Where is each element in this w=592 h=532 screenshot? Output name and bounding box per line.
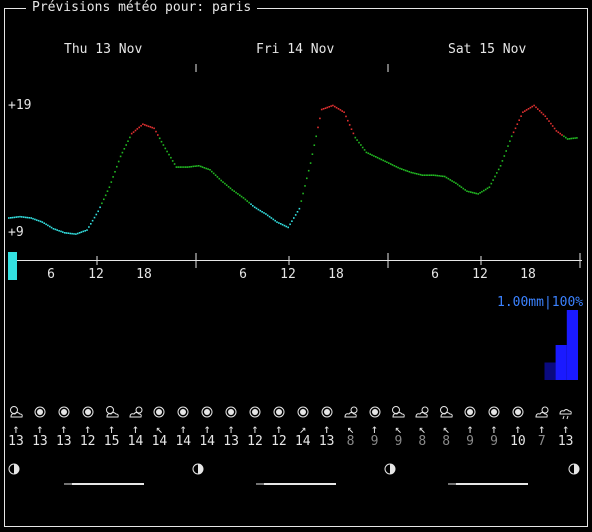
sun-icon bbox=[273, 406, 285, 418]
hour-label: 12 bbox=[88, 267, 104, 282]
hour-label: 12 bbox=[280, 267, 296, 282]
sun-icon bbox=[82, 406, 94, 418]
wind-arrow-icon: ↑ bbox=[36, 422, 44, 436]
cloud-sun-icon bbox=[128, 406, 142, 418]
wind-arrow-icon: ↑ bbox=[179, 422, 187, 436]
hour-label: 18 bbox=[136, 267, 152, 282]
wind-arrow-icon: ↑ bbox=[466, 422, 474, 436]
partly-cloudy-icon bbox=[392, 406, 406, 418]
temp-min-label: +9 bbox=[8, 225, 24, 240]
wind-arrow-icon: ↑ bbox=[370, 422, 379, 436]
partly-cloudy-icon bbox=[10, 406, 23, 418]
wind-speed: 14 bbox=[151, 434, 168, 449]
sun-icon bbox=[58, 406, 70, 418]
wind-arrow-icon: ↑ bbox=[323, 422, 331, 436]
wind-arrow-icon: ↑ bbox=[251, 422, 259, 436]
wind-arrow-icon: ↖ bbox=[155, 422, 163, 436]
wind-arrow-icon: ↑ bbox=[84, 422, 92, 436]
sun-icon bbox=[249, 406, 261, 418]
wind-speed: 13 bbox=[32, 434, 48, 449]
wind-arrow-icon: ↑ bbox=[275, 422, 283, 436]
wind-arrow-icon: ↑ bbox=[514, 422, 522, 436]
wind-arrow-icon: ↑ bbox=[107, 422, 116, 436]
wind-arrow-icon: ↖ bbox=[418, 422, 426, 436]
wind-speed: 7 bbox=[537, 434, 546, 449]
day-label-2: Fri 14 Nov bbox=[256, 42, 335, 57]
wind-speed: 8 bbox=[442, 434, 451, 449]
hour-label: 6 bbox=[431, 267, 439, 282]
wind-speed: 9 bbox=[490, 434, 498, 449]
wind-speed: 9 bbox=[370, 434, 379, 449]
wind-speed: 13 bbox=[318, 434, 335, 449]
hour-label: 18 bbox=[328, 267, 344, 282]
wind-arrow-icon: ↑ bbox=[538, 422, 546, 436]
hour-label: 6 bbox=[239, 267, 247, 282]
wind-speed: 14 bbox=[294, 434, 311, 449]
now-marker bbox=[8, 252, 17, 280]
hour-label: 12 bbox=[472, 267, 488, 282]
precip-label: 1.00mm|100% bbox=[497, 295, 584, 310]
partly-cloudy-icon bbox=[440, 406, 453, 418]
cloud-sun-icon bbox=[344, 406, 358, 418]
wind-arrow-icon: ↑ bbox=[203, 422, 211, 436]
wind-speed: 9 bbox=[466, 434, 474, 449]
wind-arrow-icon: ↑ bbox=[131, 422, 140, 436]
wind-speed: 13 bbox=[557, 434, 574, 449]
sun-icon bbox=[369, 406, 380, 418]
wind-speed: 14 bbox=[127, 434, 144, 449]
sun-icon bbox=[225, 406, 237, 418]
wind-arrow-icon: ↖ bbox=[442, 422, 450, 436]
sun-icon bbox=[512, 406, 524, 418]
moon-first-quarter-icon bbox=[192, 463, 204, 475]
sun-icon bbox=[177, 406, 189, 418]
hour-label: 18 bbox=[520, 267, 536, 282]
sun-icon bbox=[153, 406, 165, 418]
wind-arrow-icon: ↖ bbox=[346, 422, 355, 436]
wind-speed: 13 bbox=[55, 434, 72, 449]
cloud-sun-icon bbox=[535, 406, 549, 418]
sun-icon bbox=[464, 406, 476, 418]
wind-speed: 13 bbox=[223, 434, 239, 449]
wind-speed: 12 bbox=[271, 434, 287, 449]
sun-icon bbox=[488, 406, 500, 418]
wind-arrow-icon: ↑ bbox=[490, 422, 498, 436]
wind-speed: 14 bbox=[199, 434, 216, 449]
sun-icon bbox=[297, 406, 309, 418]
wind-arrow-icon: ↖ bbox=[394, 422, 402, 436]
sun-icon bbox=[201, 406, 213, 418]
wind-arrow-icon: ↑ bbox=[227, 422, 235, 436]
moon-first-quarter-icon bbox=[8, 463, 20, 475]
cloud-sun-icon bbox=[415, 406, 429, 418]
wind-speed: 14 bbox=[175, 434, 192, 449]
temp-max-label: +19 bbox=[8, 98, 32, 113]
wind-speed: 12 bbox=[247, 434, 263, 449]
hour-label: 6 bbox=[47, 267, 55, 282]
window-title: Prévisions météo pour: paris bbox=[26, 0, 258, 16]
wind-arrow-icon: ↑ bbox=[60, 422, 68, 436]
wind-speed: 8 bbox=[418, 434, 427, 449]
rain-cloud-icon bbox=[559, 409, 572, 420]
wind-arrow-icon: ↗ bbox=[299, 422, 307, 436]
wind-speed: 12 bbox=[79, 434, 96, 449]
wind-speed: 9 bbox=[394, 434, 403, 449]
wind-speed: 8 bbox=[346, 434, 355, 449]
sun-icon bbox=[34, 406, 46, 418]
wind-speed: 10 bbox=[510, 434, 526, 449]
moon-first-quarter-icon bbox=[568, 463, 580, 475]
wind-speed: 13 bbox=[8, 434, 24, 449]
moon-first-quarter-icon bbox=[384, 463, 396, 475]
day-label-1: Thu 13 Nov bbox=[64, 42, 143, 57]
sun-icon bbox=[321, 406, 333, 418]
partly-cloudy-icon bbox=[105, 406, 119, 418]
wind-arrow-icon: ↑ bbox=[12, 422, 20, 436]
wind-arrow-icon: ↑ bbox=[562, 422, 570, 436]
day-label-3: Sat 15 Nov bbox=[448, 42, 527, 57]
wind-speed: 15 bbox=[103, 434, 120, 449]
